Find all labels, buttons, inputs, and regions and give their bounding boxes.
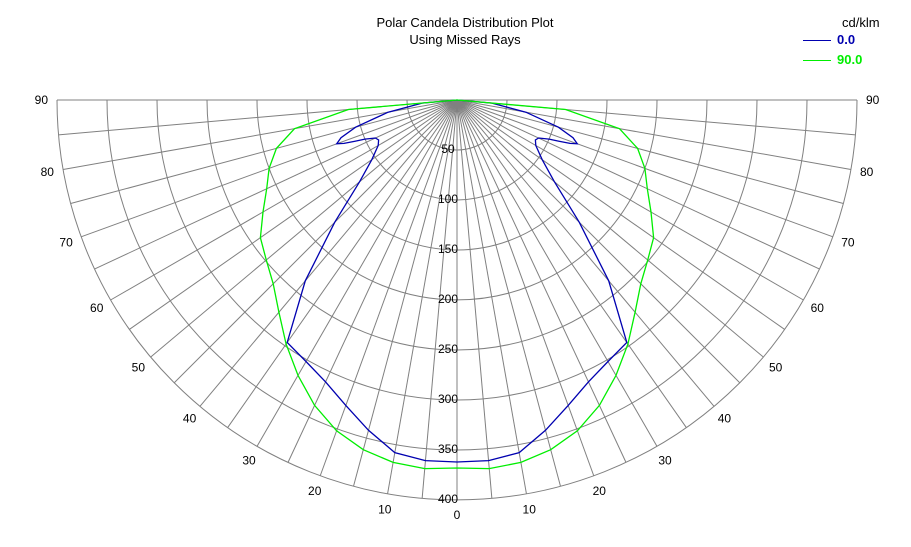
series-curves [259, 99, 655, 470]
grid-spoke [456, 99, 820, 270]
radial-tick-label-100: 100 [438, 192, 458, 206]
grid-spoke [456, 99, 785, 330]
angle-tick-label-right-10: 10 [523, 503, 537, 517]
angle-tick-label-left-30: 30 [242, 453, 256, 467]
grid-spoke [352, 99, 458, 487]
legend-swatch-0 [803, 40, 831, 41]
grid-spoke [129, 99, 458, 330]
grid-spoke [150, 99, 458, 358]
grid-spoke [387, 99, 458, 495]
angle-tick-label-left-90: 90 [35, 93, 49, 107]
grid-spoke [199, 99, 458, 407]
grid-spoke [287, 99, 458, 463]
angle-tick-label-right-30: 30 [658, 453, 672, 467]
grid-spoke [319, 99, 458, 477]
grid-spoke [110, 99, 458, 301]
angle-tick-label-left-60: 60 [90, 301, 104, 315]
grid-spoke [456, 99, 595, 477]
grid-spoke [456, 99, 764, 358]
radial-tick-label-300: 300 [438, 392, 458, 406]
grid-spoke [456, 99, 562, 487]
angle-tick-label-right-70: 70 [841, 235, 855, 249]
radial-tick-label-400: 400 [438, 492, 458, 506]
radial-tick-label-150: 150 [438, 242, 458, 256]
grid-spoke [456, 99, 687, 428]
series-line-0 [286, 99, 628, 463]
series-line-1 [259, 99, 655, 470]
grid-spoke [173, 99, 458, 384]
grid-spoke [94, 99, 458, 270]
grid-spoke [456, 99, 844, 205]
grid-spoke [70, 99, 458, 205]
grid-spoke [456, 99, 741, 384]
legend-label-1: 90.0 [837, 52, 863, 67]
grid-spoke [456, 99, 627, 463]
grid-spoke [421, 99, 458, 499]
angle-tick-label-right-50: 50 [769, 360, 783, 374]
angle-tick-label-left-80: 80 [41, 165, 55, 179]
angle-tick-label-left-70: 70 [59, 235, 73, 249]
radial-tick-label-250: 250 [438, 342, 458, 356]
tick-labels: 50 100 150 200 250 300 350 400 0 10 10 20 20 30 30 40 40… [35, 93, 880, 522]
grid-spoke [456, 99, 804, 301]
legend-label-0: 0.0 [837, 32, 856, 47]
radial-tick-label-200: 200 [438, 292, 458, 306]
grid-spoke [456, 99, 527, 495]
angle-tick-label-left-50: 50 [132, 360, 146, 374]
angle-tick-label-left-10: 10 [378, 503, 392, 517]
grid-spoke [256, 99, 458, 447]
chart-title: Polar Candela Distribution Plot [376, 15, 554, 30]
angle-tick-label-right-40: 40 [718, 412, 732, 426]
grid-spoke [456, 99, 493, 499]
angle-tick-label-right-60: 60 [811, 301, 825, 315]
angle-tick-label-left-40: 40 [183, 412, 197, 426]
legend-title: cd/klm [842, 15, 880, 30]
angle-tick-label-0: 0 [454, 508, 461, 522]
legend-swatch-1 [803, 60, 831, 61]
grid-spoke [456, 99, 715, 407]
radial-tick-label-350: 350 [438, 442, 458, 456]
angle-tick-label-right-80: 80 [860, 165, 874, 179]
grid-spoke [456, 99, 658, 447]
grid-spoke [227, 99, 458, 428]
chart-subtitle: Using Missed Rays [409, 32, 521, 47]
angle-tick-label-right-20: 20 [593, 484, 607, 498]
angle-tick-label-right-90: 90 [866, 93, 880, 107]
angle-tick-label-left-20: 20 [308, 484, 322, 498]
radial-tick-label-50: 50 [441, 142, 455, 156]
